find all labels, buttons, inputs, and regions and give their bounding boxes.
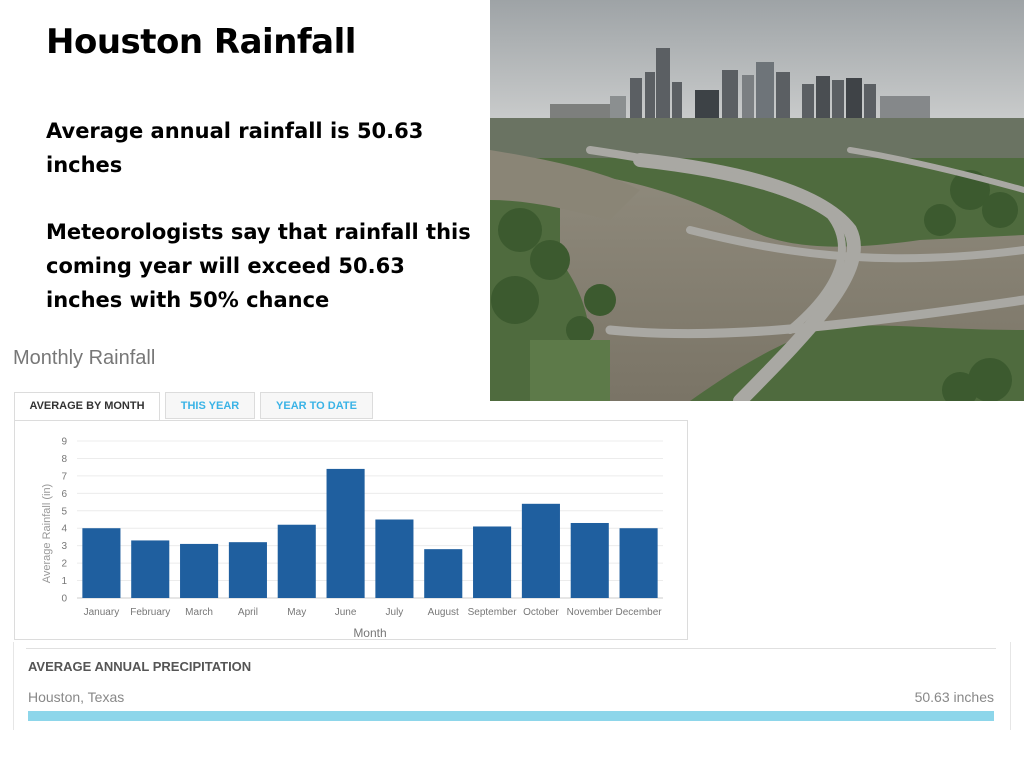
y-tick-label: 6	[61, 489, 67, 500]
precipitation-heading: AVERAGE ANNUAL PRECIPITATION	[28, 659, 252, 674]
bar-january	[82, 528, 121, 598]
x-tick-label: December	[616, 607, 663, 618]
bar-november	[570, 522, 609, 598]
bar-may	[277, 524, 316, 598]
x-tick-label: August	[428, 607, 459, 618]
x-tick-label: March	[185, 607, 213, 618]
chart-panel: 0 1 2 3 4 5 6 7 8 9 January February March April May Ju…	[14, 420, 688, 640]
y-tick-label: 9	[61, 437, 67, 448]
y-axis-label: Average Rainfall (in)	[41, 484, 53, 583]
monthly-rainfall-title: Monthly Rainfall	[13, 347, 156, 369]
y-tick-label: 7	[61, 471, 67, 482]
divider	[26, 648, 996, 649]
x-tick-label: July	[386, 607, 404, 618]
precipitation-location: Houston, Texas	[28, 689, 125, 705]
x-tick-label: November	[567, 607, 614, 618]
x-tick-label: February	[130, 607, 170, 618]
bar-december	[619, 528, 658, 598]
bar-june	[326, 468, 365, 598]
bar-march	[180, 543, 219, 598]
bar-september	[473, 526, 512, 598]
houston-flood-photo	[490, 0, 1024, 401]
annual-rainfall-text: Average annual rainfall is 50.63 inches	[46, 119, 424, 177]
precipitation-value: 50.63 inches	[914, 689, 994, 705]
y-tick-label: 3	[61, 541, 67, 552]
y-tick-label: 8	[61, 454, 67, 465]
bar-october	[521, 503, 560, 598]
tab-year-to-date[interactable]: YEAR TO DATE	[260, 392, 373, 419]
x-tick-label: January	[84, 607, 120, 618]
forecast-text: Meteorologists say that rainfall this co…	[46, 220, 471, 312]
x-tick-label: April	[238, 607, 258, 618]
precipitation-bar	[28, 711, 994, 721]
y-tick-label: 4	[61, 524, 67, 535]
x-tick-label: September	[468, 607, 518, 618]
bar-april	[228, 542, 267, 598]
annual-precipitation-panel: AVERAGE ANNUAL PRECIPITATION Houston, Te…	[13, 642, 1011, 730]
bar-july	[375, 519, 414, 598]
y-tick-label: 5	[61, 506, 67, 517]
x-tick-label: October	[523, 607, 559, 618]
rainfall-bar-chart: 0 1 2 3 4 5 6 7 8 9 January February March April May Ju…	[41, 437, 663, 639]
bar-august	[424, 549, 463, 598]
y-tick-label: 1	[61, 576, 67, 587]
x-tick-label: May	[287, 607, 306, 618]
x-tick-label: June	[335, 607, 357, 618]
slide-title: Houston Rainfall	[46, 22, 356, 62]
tab-average-by-month[interactable]: AVERAGE BY MONTH	[14, 392, 160, 421]
bar-february	[131, 540, 170, 598]
tab-this-year[interactable]: THIS YEAR	[165, 392, 255, 419]
y-tick-label: 2	[61, 559, 67, 570]
y-tick-label: 0	[61, 594, 67, 605]
x-axis-label: Month	[353, 626, 386, 639]
